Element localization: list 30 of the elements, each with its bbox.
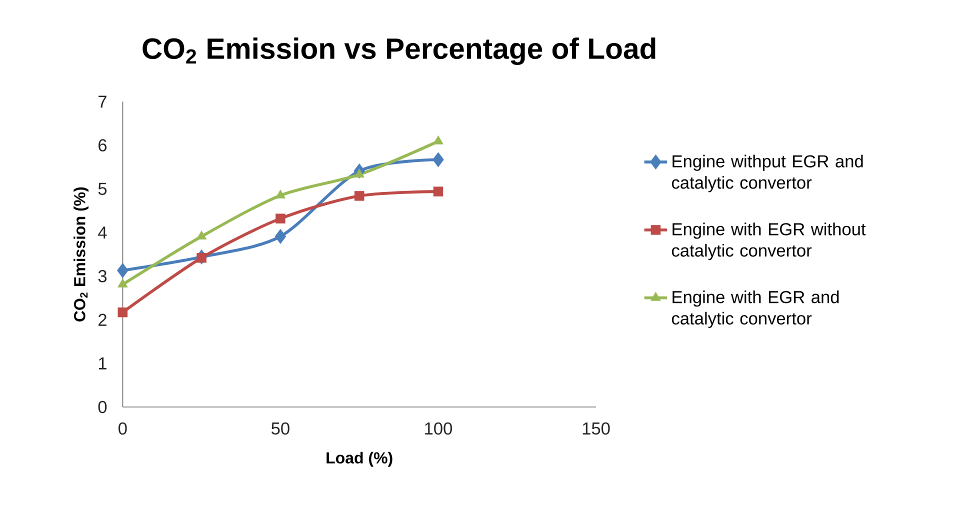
- legend-label: Engine withput EGR and catalytic convertor: [672, 154, 863, 192]
- y-axis-title: CO$_{2}$ Emission (%): [74, 187, 88, 322]
- chart-title: CO$_{2}$ Emission vs Percentage of Load: [142, 37, 656, 65]
- point: [276, 214, 286, 224]
- legend-label: Engine with EGR without catalytic convertor: [672, 222, 866, 260]
- point: [196, 252, 206, 263]
- point: [354, 168, 364, 178]
- x-tick-label: 0: [118, 422, 127, 435]
- y-tick-label: 0: [98, 400, 107, 414]
- point: [433, 186, 444, 196]
- legend-label: Engine with EGR and catalytic convertor: [672, 290, 839, 328]
- point: [433, 135, 444, 144]
- point: [196, 230, 207, 240]
- y-tick-label: 7: [98, 96, 106, 108]
- y-tick-label: 6: [98, 139, 107, 152]
- x-tick-label: 150: [582, 422, 610, 435]
- point: [274, 228, 286, 244]
- x-tick-label: 50: [272, 422, 290, 435]
- point: [118, 307, 128, 318]
- point: [354, 191, 364, 201]
- x-axis-title: Load (%): [326, 452, 392, 467]
- x-tick-label: 100: [425, 422, 452, 435]
- y-tick-label: 5: [98, 182, 107, 195]
- point: [275, 190, 286, 198]
- y-tick-label: 1: [98, 357, 106, 370]
- point: [432, 152, 444, 168]
- y-tick-label: 2: [98, 314, 106, 326]
- point: [116, 262, 128, 278]
- y-tick-label: 4: [98, 226, 107, 238]
- y-tick-label: 3: [98, 270, 107, 282]
